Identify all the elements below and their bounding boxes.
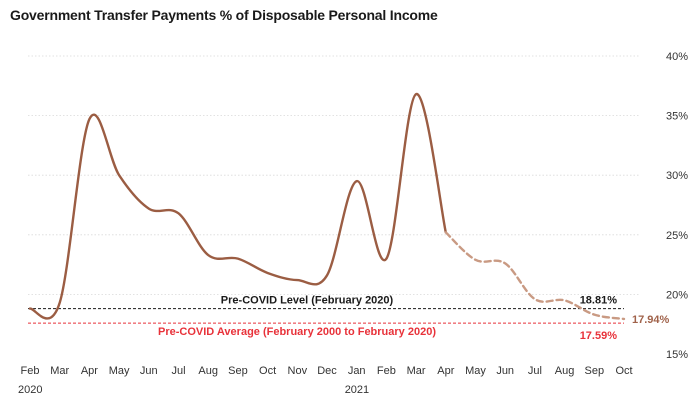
x-tick-label: Sep (228, 365, 248, 377)
y-tick-label: 20% (666, 289, 688, 301)
x-tick-label: Jan (348, 365, 366, 377)
labels: 15% 20% 25% 30% 35% 40% Feb Mar Apr May Jun Jul Aug S… (18, 51, 688, 396)
x-tick-label: Dec (317, 365, 337, 377)
x-tick-label: Oct (615, 365, 632, 377)
x-tick-label: Oct (259, 365, 276, 377)
grid (28, 55, 640, 295)
x-tick-label: Aug (198, 365, 218, 377)
x-tick-label: Apr (437, 365, 454, 377)
reference-line-label: Pre-COVID Average (February 2000 to Febr… (158, 326, 436, 338)
x-tick-label: Jun (140, 365, 158, 377)
y-tick-label: 35% (666, 111, 688, 123)
reference-lines (28, 308, 624, 324)
series (28, 92, 626, 321)
reference-line-value: 17.59% (580, 330, 618, 342)
x-tick-label: Apr (81, 365, 98, 377)
y-tick-label: 40% (666, 51, 688, 63)
series-line (28, 92, 447, 320)
x-tick-label: Mar (50, 365, 69, 377)
x-tick-label: Nov (288, 365, 308, 377)
reference-line-label: Pre-COVID Level (February 2020) (221, 295, 394, 307)
y-tick-label: 25% (666, 230, 688, 242)
x-tick-label: Feb (377, 365, 396, 377)
x-tick-label: Aug (555, 365, 575, 377)
reference-line-value: 18.81% (580, 295, 618, 307)
x-tick-label: May (109, 365, 130, 377)
y-tick-label: 15% (666, 349, 688, 361)
x-tick-label: Sep (585, 365, 605, 377)
x-tick-label: Jul (528, 365, 542, 377)
x-tick-label: Feb (21, 365, 40, 377)
year-label: 2021 (345, 384, 369, 396)
x-tick-label: Jun (496, 365, 514, 377)
year-label: 2020 (18, 384, 42, 396)
x-tick-label: May (465, 365, 486, 377)
y-tick-label: 30% (666, 170, 688, 182)
x-tick-label: Mar (407, 365, 426, 377)
x-tick-label: Jul (171, 365, 185, 377)
chart-title: Government Transfer Payments % of Dispos… (10, 7, 438, 23)
end-value-label: 17.94% (632, 314, 670, 326)
